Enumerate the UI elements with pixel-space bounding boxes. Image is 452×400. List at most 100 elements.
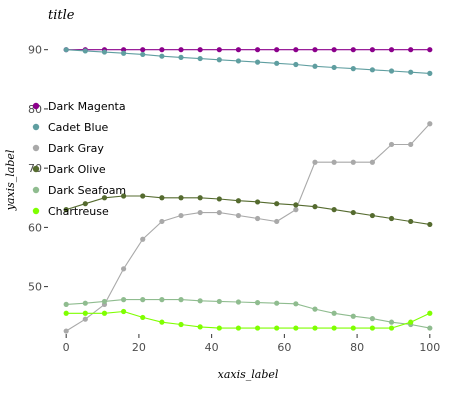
data-point-dark-olive	[82, 201, 88, 207]
data-point-dark-gray	[197, 209, 203, 216]
data-point-chartreuse	[350, 325, 356, 331]
data-point-dark-olive	[427, 221, 433, 228]
data-point-dark-seafoam	[274, 300, 280, 306]
data-point-dark-seafoam	[197, 298, 203, 304]
data-point-dark-magenta	[178, 47, 184, 53]
data-point-cadet-blue	[293, 61, 299, 68]
data-point-dark-seafoam	[331, 310, 337, 316]
legend-label: Dark Olive	[48, 163, 106, 176]
data-point-cadet-blue	[408, 69, 414, 75]
data-point-dark-olive	[216, 196, 222, 202]
legend-item: Dark Seafoam	[32, 184, 126, 197]
data-point-dark-magenta	[197, 47, 203, 53]
data-point-dark-olive	[350, 209, 356, 216]
plot-area	[63, 47, 433, 334]
data-point-dark-gray	[293, 207, 299, 213]
data-point-dark-seafoam	[369, 316, 375, 322]
data-point-chartreuse	[101, 310, 108, 316]
data-point-dark-gray	[388, 141, 395, 148]
data-point-dark-gray	[216, 209, 222, 216]
series-dark-seafoam	[63, 297, 433, 331]
data-point-chartreuse	[121, 308, 127, 315]
data-point-dark-seafoam	[63, 301, 69, 307]
series-line-cadet-blue	[66, 49, 430, 74]
data-point-dark-olive	[274, 201, 280, 207]
legend: Dark Magenta Cadet Blue Dark Gray Dark Oliv…	[32, 100, 126, 218]
data-point-dark-magenta	[408, 47, 414, 53]
data-point-dark-seafoam	[121, 297, 127, 303]
data-point-cadet-blue	[178, 54, 184, 60]
data-point-dark-gray	[331, 159, 337, 165]
y-axis-title: yaxis_label	[4, 149, 17, 211]
legend-item: Cadet Blue	[32, 121, 109, 134]
data-point-cadet-blue	[427, 70, 433, 76]
data-point-chartreuse	[408, 319, 414, 325]
legend-marker	[32, 186, 40, 194]
x-tick-label: 80	[350, 341, 364, 354]
data-point-cadet-blue	[101, 49, 108, 55]
data-point-cadet-blue	[159, 53, 165, 59]
y-tick-label: 50	[28, 281, 42, 294]
data-point-dark-olive	[101, 195, 108, 201]
data-point-cadet-blue	[197, 55, 203, 62]
data-point-dark-magenta	[312, 47, 318, 53]
data-point-chartreuse	[197, 324, 203, 330]
data-point-chartreuse	[216, 325, 222, 331]
legend-marker	[32, 144, 40, 152]
data-point-dark-seafoam	[235, 299, 242, 305]
series-dark-gray	[63, 121, 433, 334]
data-point-cadet-blue	[274, 60, 280, 66]
legend-label: Chartreuse	[48, 205, 109, 218]
data-point-dark-seafoam	[254, 300, 261, 306]
data-point-dark-olive	[197, 195, 203, 201]
data-point-dark-magenta	[235, 47, 242, 53]
data-point-dark-seafoam	[312, 306, 318, 312]
data-point-chartreuse	[82, 310, 88, 316]
data-point-dark-magenta	[140, 47, 146, 53]
data-point-dark-magenta	[388, 47, 395, 53]
data-point-dark-olive	[254, 199, 261, 205]
data-point-dark-seafoam	[82, 300, 88, 306]
series-line-dark-gray	[65, 123, 431, 332]
data-point-cadet-blue	[312, 63, 318, 69]
data-point-cadet-blue	[140, 51, 146, 58]
data-point-dark-seafoam	[388, 319, 395, 325]
legend-marker	[32, 207, 40, 215]
data-point-dark-gray	[140, 236, 146, 242]
series-line-dark-seafoam	[66, 299, 430, 329]
data-point-dark-magenta	[254, 47, 261, 53]
x-tick-label: 0	[63, 341, 70, 354]
data-point-dark-olive	[369, 212, 375, 219]
legend-item: Chartreuse	[32, 205, 109, 218]
data-point-chartreuse	[63, 310, 69, 316]
data-point-dark-seafoam	[350, 313, 356, 319]
chart-title: title	[48, 8, 75, 23]
data-point-chartreuse	[235, 325, 242, 331]
x-axis-title: xaxis_label	[218, 368, 279, 381]
data-point-dark-seafoam	[101, 298, 108, 305]
data-point-cadet-blue	[82, 48, 88, 54]
data-point-dark-seafoam	[178, 297, 184, 303]
legend-marker	[32, 102, 40, 110]
data-point-cadet-blue	[254, 59, 261, 65]
data-point-chartreuse	[293, 325, 299, 331]
data-point-chartreuse	[274, 325, 280, 331]
data-point-dark-gray	[235, 212, 242, 219]
data-point-chartreuse	[312, 325, 318, 331]
series-dark-magenta	[63, 47, 433, 53]
data-point-dark-olive	[140, 193, 146, 199]
data-point-dark-magenta	[159, 47, 165, 53]
data-point-dark-gray	[408, 141, 414, 148]
data-point-dark-olive	[121, 193, 127, 199]
series-line-dark-olive	[66, 195, 430, 225]
data-point-dark-gray	[350, 159, 356, 165]
data-point-chartreuse	[140, 314, 146, 321]
data-point-dark-magenta	[121, 47, 127, 53]
data-point-dark-seafoam	[140, 297, 146, 303]
data-point-dark-olive	[331, 207, 337, 213]
data-point-cadet-blue	[63, 47, 69, 53]
data-point-chartreuse	[178, 321, 184, 328]
data-point-chartreuse	[369, 325, 375, 331]
data-point-chartreuse	[427, 310, 433, 316]
